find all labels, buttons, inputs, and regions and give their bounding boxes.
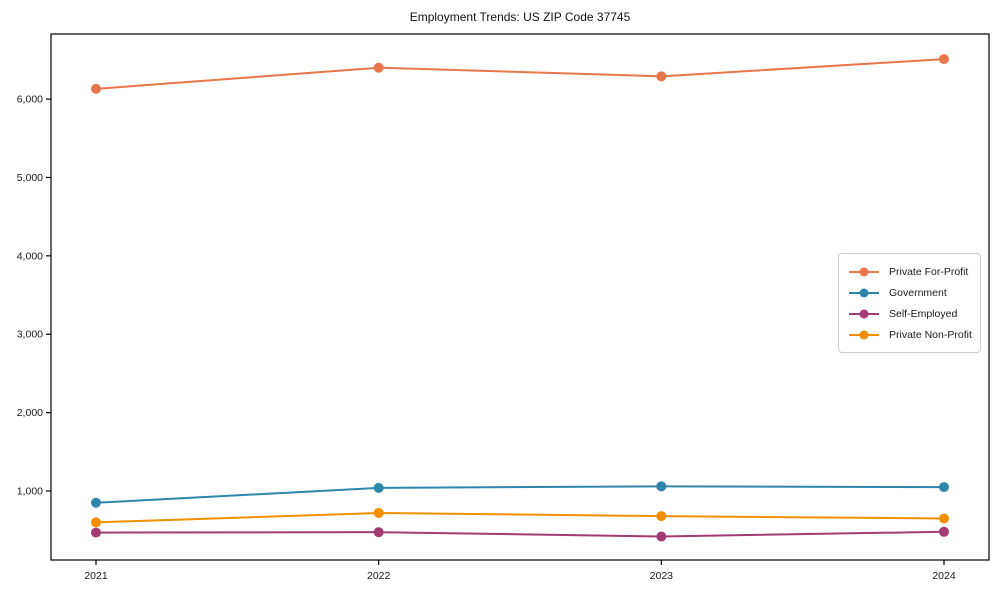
data-point-marker xyxy=(91,527,101,538)
data-point-marker xyxy=(91,517,101,528)
data-point-marker xyxy=(373,62,384,73)
data-point-marker xyxy=(939,526,949,537)
y-tick-label: 2,000 xyxy=(17,407,43,419)
data-point-marker xyxy=(939,513,949,524)
data-point-marker xyxy=(91,83,101,94)
data-point-marker xyxy=(656,481,667,492)
data-point-marker xyxy=(656,71,667,82)
x-tick-label: 2022 xyxy=(367,570,391,582)
data-point-marker xyxy=(656,511,667,522)
series-line xyxy=(95,530,945,538)
series-line xyxy=(95,511,945,524)
legend-item: Private Non-Profit xyxy=(849,324,972,345)
legend-item: Government xyxy=(849,282,972,303)
legend: Private For-Profit Government Self-Emplo… xyxy=(838,253,981,353)
legend-item: Self-Employed xyxy=(849,303,972,324)
data-point-marker xyxy=(939,482,949,493)
data-point-marker xyxy=(373,527,384,538)
data-point-marker xyxy=(91,497,101,508)
data-point-marker xyxy=(656,531,667,542)
legend-label: Self-Employed xyxy=(889,307,958,320)
legend-line-marker-icon xyxy=(849,267,879,276)
plot-frame xyxy=(50,33,990,561)
x-tick-label: 2023 xyxy=(650,570,674,582)
legend-line-marker-icon xyxy=(849,309,879,318)
y-tick-label: 4,000 xyxy=(17,250,43,262)
data-point-marker xyxy=(373,482,384,493)
legend-item: Private For-Profit xyxy=(849,261,972,282)
data-point-marker xyxy=(373,507,384,518)
data-point-marker xyxy=(939,54,949,65)
series-line xyxy=(95,485,945,504)
x-tick-label: 2024 xyxy=(932,570,956,582)
series-line xyxy=(95,58,945,90)
legend-line-marker-icon xyxy=(849,288,879,297)
legend-label: Government xyxy=(889,286,947,299)
y-tick-label: 3,000 xyxy=(17,329,43,341)
chart-title: Employment Trends: US ZIP Code 37745 xyxy=(409,10,631,24)
x-tick-label: 2021 xyxy=(84,570,108,582)
legend-label: Private For-Profit xyxy=(889,265,969,278)
legend-line-marker-icon xyxy=(849,330,879,339)
legend-label: Private Non-Profit xyxy=(889,328,972,341)
y-tick-label: 5,000 xyxy=(17,172,43,184)
y-tick-label: 1,000 xyxy=(17,486,43,498)
y-tick-label: 6,000 xyxy=(17,94,43,106)
